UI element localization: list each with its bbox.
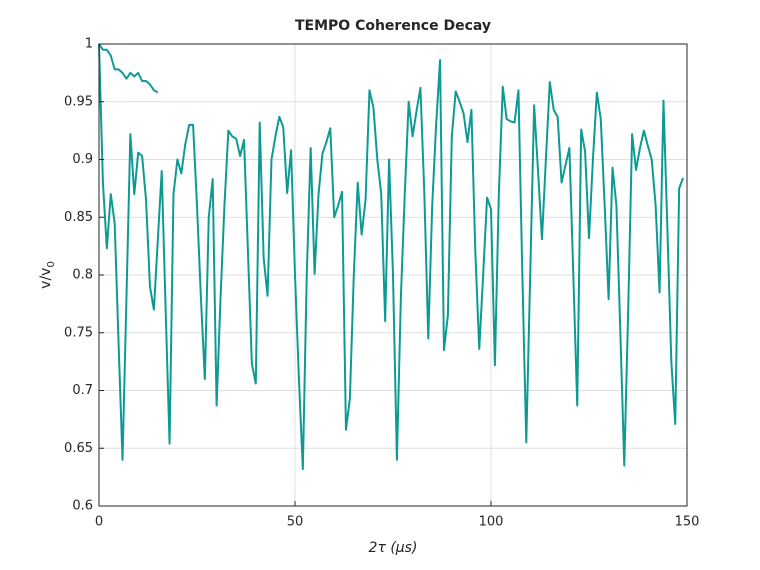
y-tick-label: 0.65: [64, 441, 93, 456]
chart-title: TEMPO Coherence Decay: [295, 18, 491, 34]
y-tick-label: 0.75: [64, 325, 93, 340]
y-tick-label: 0.85: [64, 210, 93, 225]
x-tick-label: 50: [287, 515, 304, 530]
y-axis-label-main: v/v: [38, 268, 54, 289]
data-line: [98, 43, 685, 471]
x-axis-label: 2τ (μs): [369, 540, 418, 556]
y-tick-label: 0.8: [72, 268, 93, 283]
y-axis-label: v/v0: [38, 261, 57, 289]
ticks: 0 50 100 150 0.6 0.65 0.7 0.75 0.8 0.85 0.9 0.95 1: [64, 37, 699, 530]
y-tick-label: 0.6: [72, 499, 93, 514]
y-tick-label: 0.7: [72, 383, 93, 398]
y-tick-label: 0.9: [72, 152, 93, 167]
x-tick-label: 150: [675, 515, 700, 530]
y-axis-label-subscript: 0: [46, 261, 57, 267]
y-tick-label: 1: [85, 37, 93, 52]
y-tick-label: 0.95: [64, 94, 93, 109]
lines: [98, 43, 685, 471]
x-tick-label: 100: [479, 515, 504, 530]
data-line: [98, 43, 159, 94]
x-tick-label: 0: [95, 515, 103, 530]
